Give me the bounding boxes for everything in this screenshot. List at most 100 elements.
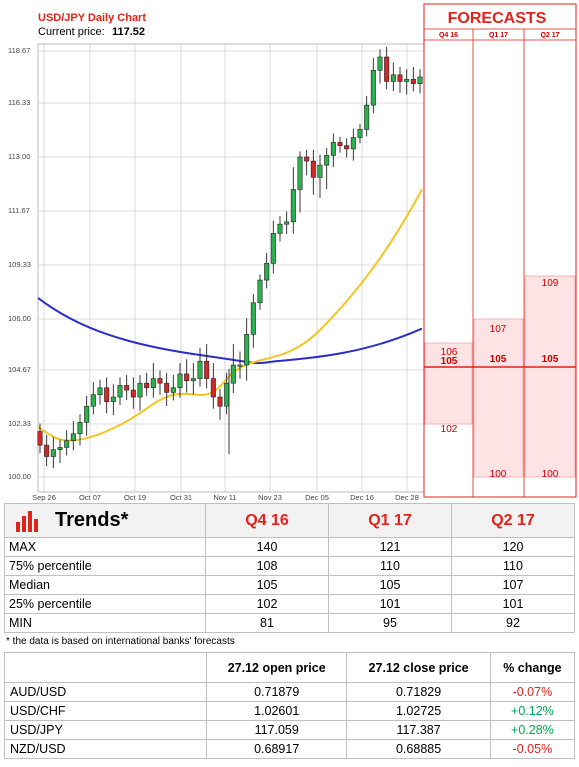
candle — [44, 434, 50, 467]
candle — [277, 216, 283, 242]
candle — [284, 211, 290, 235]
candles — [37, 47, 423, 469]
change: +0.12% — [489, 701, 576, 721]
candle — [184, 359, 190, 393]
close: 117.387 — [346, 720, 491, 740]
cell: 102 — [205, 594, 329, 614]
candle — [150, 363, 156, 398]
x-tick-label: Oct 19 — [124, 493, 146, 502]
candle — [210, 363, 216, 409]
forecast-col-label: Q4 16 — [439, 32, 458, 39]
price-row: NZD/USD 0.68917 0.68885 -0.05% — [4, 739, 576, 759]
pair: USD/CHF — [4, 701, 207, 721]
cell: 101 — [451, 594, 575, 614]
open: 117.059 — [205, 720, 348, 740]
candle — [264, 253, 270, 289]
candle — [90, 382, 96, 415]
trends-col-q4: Q4 16 — [205, 503, 329, 538]
close: 1.02725 — [346, 701, 491, 721]
candle — [237, 351, 243, 379]
open: 0.71879 — [205, 682, 348, 702]
cell: 140 — [205, 537, 329, 557]
pair: USD/JPY — [4, 720, 207, 740]
forecast-col-label: Q1 17 — [489, 32, 508, 39]
change: -0.05% — [489, 739, 576, 759]
cell: 110 — [328, 556, 452, 576]
candle — [364, 95, 370, 137]
candle — [50, 437, 56, 469]
candle — [70, 421, 76, 451]
cell: 92 — [451, 613, 575, 633]
candle — [104, 377, 110, 414]
x-tick-label: Dec 16 — [350, 493, 374, 502]
candle — [324, 148, 330, 190]
col-change: % change — [489, 652, 576, 683]
candle — [244, 318, 250, 381]
usdjpy-chart: 118.67 116.33 113.00 111.67 109.33 106.00 104.… — [8, 3, 577, 502]
x-tick-label: Nov 11 — [213, 493, 236, 502]
pair: AUD/USD — [4, 682, 207, 702]
x-tick-label: Dec 05 — [305, 493, 329, 502]
forecasts-title: FORECASTS — [448, 10, 547, 27]
candle — [370, 58, 376, 114]
y-tick-label: 104.67 — [8, 365, 31, 374]
trends-footnote: * the data is based on international ban… — [6, 636, 235, 647]
trends-row-p25: 25% percentile 102 101 101 — [4, 594, 575, 614]
trends-table: Trends* Q4 16 Q1 17 Q2 17 MAX 140 121 12… — [4, 503, 575, 633]
forecast-col-label: Q2 17 — [540, 32, 559, 39]
cell: 81 — [205, 613, 329, 633]
candle — [344, 138, 350, 158]
forecast-band — [424, 342, 473, 425]
candle — [377, 49, 383, 84]
forecast-label: 102 — [441, 424, 458, 435]
y-tick-label: 106.00 — [8, 314, 31, 323]
y-tick-label: 100.00 — [8, 472, 31, 481]
chart-title: USD/JPY Daily Chart — [38, 12, 146, 24]
candle — [217, 388, 223, 420]
price-row: USD/CHF 1.02601 1.02725 +0.12% — [4, 701, 576, 721]
row-label: Median — [4, 575, 206, 595]
candle — [197, 347, 203, 387]
cell: 108 — [205, 556, 329, 576]
open: 0.68917 — [205, 739, 348, 759]
trends-col-q2: Q2 17 — [451, 503, 575, 538]
forecast-band — [524, 275, 576, 478]
candle — [84, 395, 90, 436]
col-close: 27.12 close price — [346, 652, 491, 683]
current-price-value: 117.52 — [112, 26, 145, 38]
chart-grid — [37, 43, 425, 493]
cell: 110 — [451, 556, 575, 576]
candle — [130, 377, 136, 409]
candle — [357, 123, 363, 144]
candle — [204, 343, 210, 389]
x-tick-label: Oct 07 — [79, 493, 101, 502]
candle — [37, 423, 43, 454]
forecast-label: 105 — [441, 356, 458, 367]
candle — [250, 293, 256, 348]
forecast-panel — [423, 3, 577, 498]
cell: 121 — [328, 537, 452, 557]
y-tick-label: 109.33 — [8, 260, 31, 269]
row-label: 25% percentile — [4, 594, 206, 614]
candle — [117, 377, 123, 406]
change: +0.28% — [489, 720, 576, 740]
candle — [290, 167, 296, 234]
trends-row-median: Median 105 105 107 — [4, 575, 575, 595]
candle — [390, 62, 396, 91]
candle — [337, 136, 343, 153]
candle — [350, 128, 356, 161]
price-row: AUD/USD 0.71879 0.71829 -0.07% — [4, 682, 576, 702]
close: 0.68885 — [346, 739, 491, 759]
trends-row-p75: 75% percentile 108 110 110 — [4, 556, 575, 576]
candle — [177, 363, 183, 398]
candle — [64, 430, 70, 456]
forecast-label: 107 — [490, 324, 507, 335]
candle — [330, 133, 336, 168]
cell: 105 — [328, 575, 452, 595]
forecast-label: 109 — [542, 278, 559, 289]
pair: NZD/USD — [4, 739, 207, 759]
candle — [270, 220, 276, 274]
candle — [144, 372, 150, 396]
x-tick-label: Nov 23 — [258, 493, 282, 502]
forecast-label: 106 — [441, 347, 458, 358]
